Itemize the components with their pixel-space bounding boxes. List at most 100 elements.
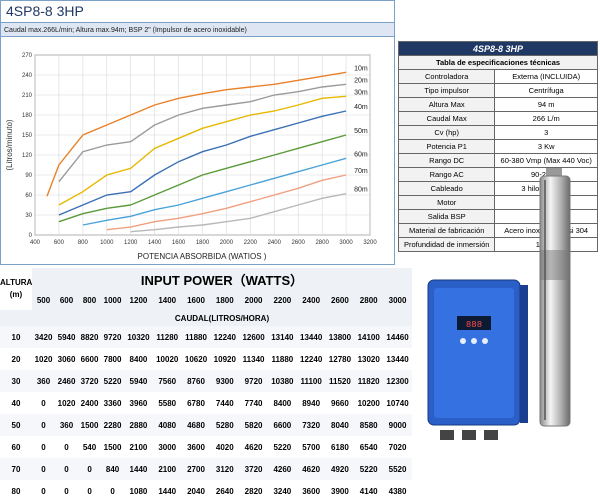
- x-tick-label: 2600: [292, 240, 306, 246]
- table-cell: 3960: [129, 398, 148, 408]
- x-tick-label: 3200: [363, 240, 377, 246]
- table-cell: 20: [11, 354, 21, 364]
- y-tick-label: 0: [29, 233, 33, 239]
- table-cell: 10: [0, 326, 32, 348]
- table-cell: 4140: [359, 486, 378, 496]
- table-cell: 3240: [273, 486, 292, 496]
- table-cell: 9660: [331, 398, 349, 408]
- table-cell: 5820: [239, 414, 268, 436]
- table-cell: 13440: [296, 326, 326, 348]
- table-cell: 2": [494, 209, 598, 224]
- table-cell: 5220: [273, 442, 292, 452]
- table-cell: 1200: [124, 290, 153, 310]
- table-cell: 7020: [388, 442, 407, 452]
- table-cell: 4260: [267, 458, 297, 480]
- table-cell: 800: [78, 290, 102, 310]
- table-cell: 0: [41, 486, 46, 496]
- table-row: Material de fabricación Acero inoxidable …: [397, 223, 598, 238]
- chart-title: 4SP8-8 3HP: [6, 3, 84, 19]
- table-row: Tabla de especificaciones técnicas: [398, 55, 598, 70]
- table-cell: 8820: [78, 326, 102, 348]
- table-cell: 3360: [103, 398, 122, 408]
- table-cell: ALTURA (m): [0, 278, 33, 299]
- table-cell: Cableado: [397, 181, 496, 196]
- table-cell: Potencia P1: [397, 139, 496, 154]
- table-cell: 4": [494, 195, 598, 210]
- x-tick-label: 2200: [244, 240, 258, 246]
- table-cell: 11820: [354, 370, 384, 392]
- table-cell: 3000: [158, 442, 177, 452]
- x-tick-label: 2000: [220, 240, 234, 246]
- table-cell: 4080: [152, 414, 182, 436]
- table-cell: 2040: [187, 486, 205, 496]
- y-tick-label: 180: [22, 113, 33, 119]
- table-cell: 2600: [325, 290, 355, 310]
- table-cell: Externa (INCLUIDA): [494, 69, 598, 84]
- table-cell: [0, 310, 32, 326]
- table-cell: 3: [494, 125, 598, 140]
- table-cell: 0: [41, 398, 46, 408]
- controller-image: 888: [427, 279, 528, 440]
- table-row: 70 0 0 0 840 1440 2100 2700 3120 3720 4260 4620 4920…: [0, 458, 412, 480]
- table-cell: 7320: [296, 414, 326, 436]
- table-cell: Tabla de especificaciones técnicas: [398, 55, 598, 70]
- table-cell: 10620: [184, 354, 208, 364]
- table-cell: 6600: [80, 354, 99, 364]
- y-tick-label: 240: [22, 73, 33, 79]
- table-cell: 90-240 V: [494, 167, 598, 182]
- series-label: 60m: [354, 151, 368, 158]
- series-line: [58, 83, 347, 183]
- table-cell: 14100: [354, 326, 384, 348]
- x-tick-label: 3000: [339, 240, 353, 246]
- table-cell: 12300: [383, 370, 412, 392]
- table-cell: 11340: [242, 354, 265, 364]
- table-cell: 9720: [101, 326, 125, 348]
- flow-table: ALTURA (m) INPUT POWER（WATTS） 500 600 800 100…: [0, 268, 412, 502]
- table-cell: 9300: [210, 370, 240, 392]
- chart: 4SP8-8 3HP Caudal max.266L/min; Altura m…: [0, 0, 395, 265]
- table-cell: 10920: [213, 354, 236, 364]
- table-cell: 1500: [78, 414, 102, 436]
- table-cell: 0: [78, 458, 102, 480]
- table-cell: 360: [32, 370, 56, 392]
- table-row: Potencia P1 3 Kw: [397, 139, 598, 154]
- table-cell: 840: [101, 458, 125, 480]
- table-cell: 2640: [215, 486, 234, 496]
- table-cell: 4620: [296, 458, 326, 480]
- table-cell: 10320: [124, 326, 153, 348]
- table-cell: 14460: [383, 326, 412, 348]
- table-cell: 8040: [325, 414, 355, 436]
- y-tick-label: 210: [22, 93, 33, 99]
- table-cell: 2100: [129, 442, 148, 452]
- table-cell: 10380: [267, 370, 297, 392]
- table-cell: 5280: [210, 414, 240, 436]
- chart-subtitle: Caudal max.266L/min; Altura max.94m; BSP…: [4, 27, 247, 34]
- y-tick-label: 60: [25, 193, 32, 199]
- table-cell: Motor: [397, 195, 496, 210]
- table-cell: 6780: [187, 398, 205, 408]
- table-cell: 11880: [181, 326, 211, 348]
- table-row: ALTURA (m) INPUT POWER（WATTS）: [0, 268, 412, 299]
- table-cell: 500: [32, 290, 56, 310]
- table-cell: Centrífuga: [494, 83, 598, 98]
- table-cell: 8940: [302, 398, 321, 408]
- series-label: 20m: [354, 77, 368, 84]
- table-cell: 4SP8-8 3HP: [398, 41, 598, 56]
- table-cell: 3900: [331, 486, 349, 496]
- table-cell: 11880: [271, 354, 294, 364]
- table-cell: 10020: [156, 354, 179, 364]
- table-row: 500 600 800 1000 1200 1400 1600 1800 2000 2200 240…: [0, 290, 412, 310]
- table-cell: 1400: [152, 290, 182, 310]
- table-cell: 5940: [124, 370, 153, 392]
- table-cell: Cv (hp): [397, 125, 496, 140]
- table-row: Altura Max 94 m: [397, 97, 598, 112]
- y-axis-label: (Litros/minuto): [5, 119, 14, 170]
- table-cell: 9720: [239, 370, 268, 392]
- table-cell: 70: [0, 458, 32, 480]
- table-cell: 4020: [215, 442, 234, 452]
- table-cell: 94 m: [494, 97, 598, 112]
- table-cell: 7800: [103, 354, 122, 364]
- series-line: [58, 95, 347, 206]
- table-cell: 1600: [181, 290, 211, 310]
- table-cell: 2700: [181, 458, 211, 480]
